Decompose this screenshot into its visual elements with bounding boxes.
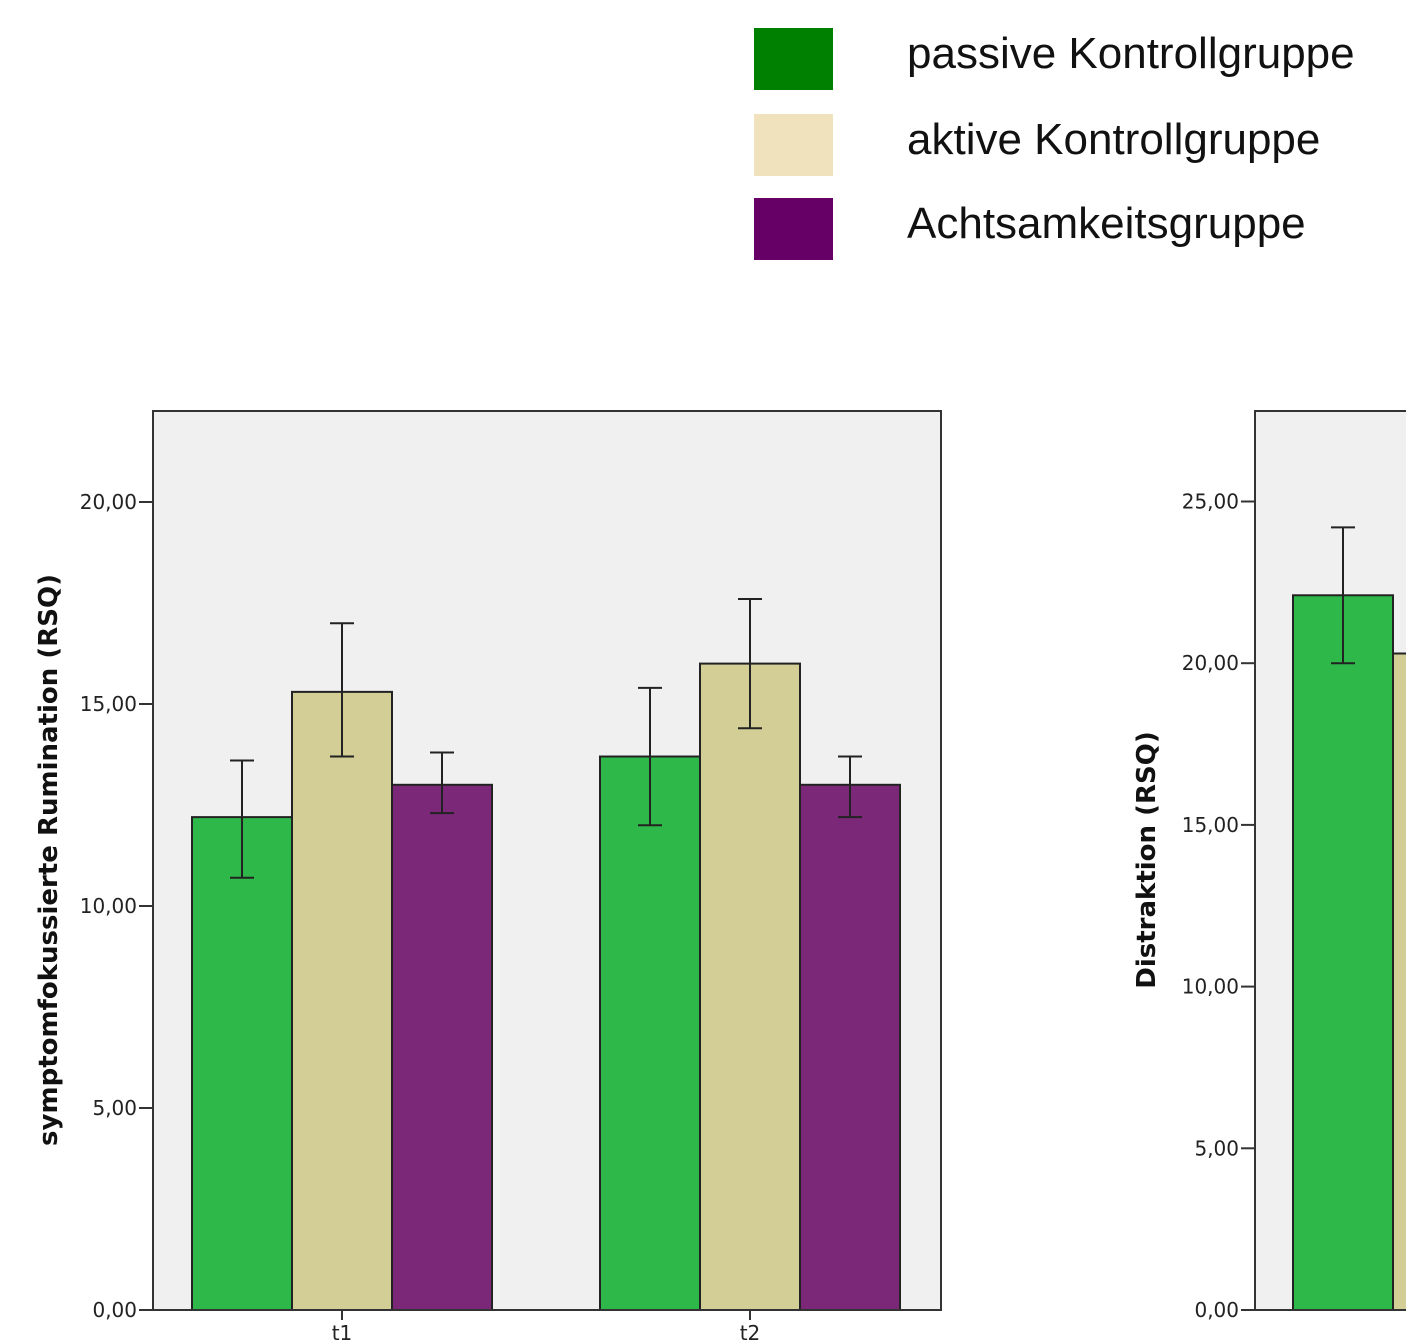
bar-0-aktive-0 xyxy=(291,690,393,1311)
legend-label-aktive: aktive Kontrollgruppe xyxy=(907,115,1321,164)
bar-0-aktive-1 xyxy=(699,662,801,1311)
bar-1-aktive-0 xyxy=(1392,652,1406,1311)
ytick-label-1-2: 10,00 xyxy=(1182,975,1239,999)
bar-0-passive-1 xyxy=(599,755,701,1311)
legend-item-aktive: aktive Kontrollgruppe xyxy=(754,114,1406,176)
legend: passive Kontrollgruppe aktive Kontrollgr… xyxy=(754,28,1406,268)
legend-swatch-passive xyxy=(754,28,833,90)
xtick-label-0-0: t1 xyxy=(332,1321,353,1342)
xtick-label-0-1: t2 xyxy=(740,1321,761,1342)
bar-0-achtsamkeitsgruppe-0 xyxy=(391,783,493,1311)
ytick-label-1-0: 0,00 xyxy=(1194,1298,1239,1322)
ytick-label-0-1: 5,00 xyxy=(92,1096,137,1120)
ytick-label-1-4: 20,00 xyxy=(1182,651,1239,675)
bar-1-passive-0 xyxy=(1292,594,1394,1311)
bar-0-passive-0 xyxy=(191,816,293,1311)
legend-swatch-aktive xyxy=(754,114,833,176)
ytick-label-0-4: 20,00 xyxy=(80,490,137,514)
ytick-label-0-2: 10,00 xyxy=(80,894,137,918)
y-axis-label-1: Distraktion (RSQ) xyxy=(1132,731,1162,988)
legend-swatch-achtsamkeit xyxy=(754,198,833,260)
y-axis-label-0: symptomfokussierte Rumination (RSQ) xyxy=(34,574,64,1146)
legend-label-achtsamkeit: Achtsamkeitsgruppe xyxy=(907,199,1306,248)
bar-0-achtsamkeitsgruppe-1 xyxy=(799,783,901,1311)
legend-label-passive: passive Kontrollgruppe xyxy=(907,29,1355,78)
legend-item-passive: passive Kontrollgruppe xyxy=(754,28,1406,90)
ytick-label-0-0: 0,00 xyxy=(92,1298,137,1322)
ytick-label-1-1: 5,00 xyxy=(1194,1136,1239,1160)
plot-frame-0 xyxy=(152,410,942,1311)
ytick-label-1-5: 25,00 xyxy=(1182,490,1239,514)
ytick-label-0-3: 15,00 xyxy=(80,692,137,716)
plot-frame-1 xyxy=(1254,410,1406,1311)
legend-item-achtsamkeit: Achtsamkeitsgruppe xyxy=(754,198,1406,260)
ytick-label-1-3: 15,00 xyxy=(1182,813,1239,837)
